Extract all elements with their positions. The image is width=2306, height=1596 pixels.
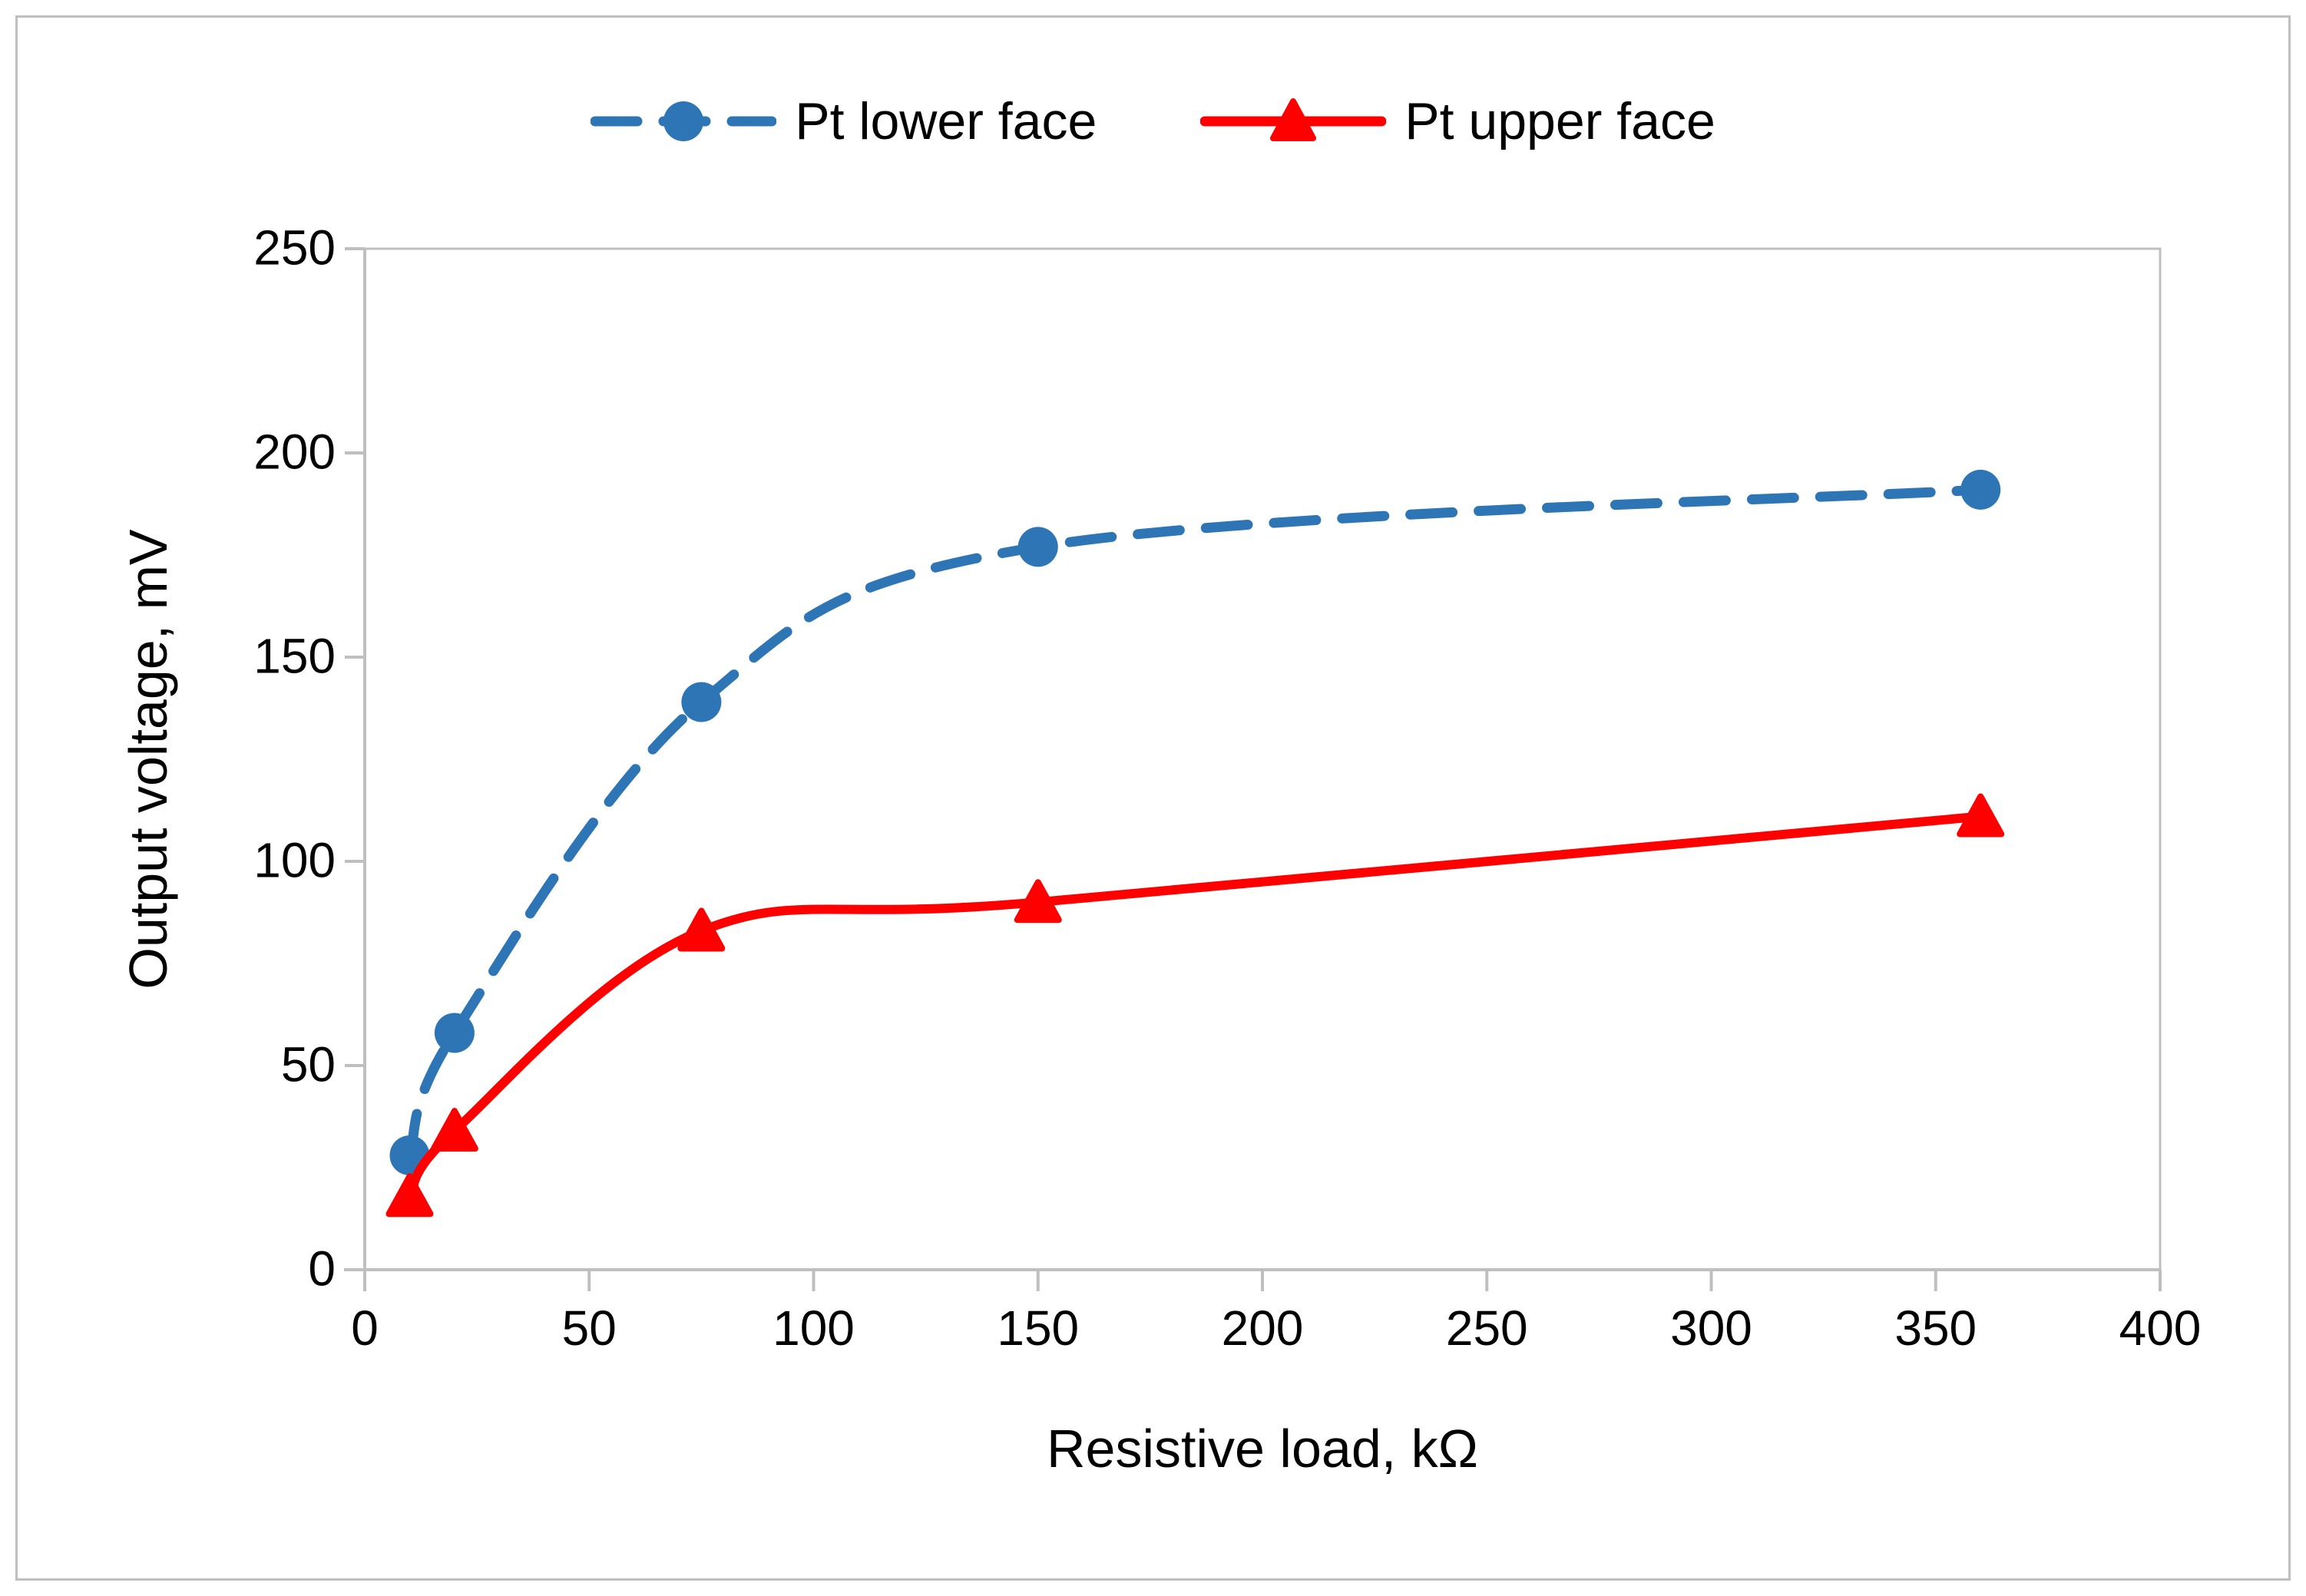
y-axis-title: Output voltage, mV xyxy=(118,529,178,990)
x-tick-label: 0 xyxy=(351,1300,379,1356)
legend-item-pt-lower-face: Pt lower face xyxy=(591,75,1097,167)
data-point-triangle-pt-upper-face xyxy=(677,907,726,952)
data-point-triangle-pt-upper-face xyxy=(1014,879,1062,924)
y-tick-label: 50 xyxy=(280,1036,336,1092)
chart-frame-border xyxy=(15,15,2291,1581)
x-axis-title: Resistive load, kΩ xyxy=(1047,1419,1478,1479)
data-point-circle-pt-lower-face xyxy=(681,682,722,722)
legend-label: Pt upper face xyxy=(1404,92,1715,150)
y-tick-label: 100 xyxy=(253,832,336,888)
y-tick-label: 0 xyxy=(308,1241,336,1297)
legend: Pt lower face Pt upper face xyxy=(0,75,2306,167)
x-tick-label: 250 xyxy=(1445,1300,1528,1356)
y-tick-label: 150 xyxy=(253,628,336,684)
data-point-triangle-pt-upper-face xyxy=(385,1173,434,1218)
legend-label: Pt lower face xyxy=(795,92,1097,150)
data-point-circle-pt-lower-face xyxy=(1960,469,2001,510)
series-line-pt-lower-face xyxy=(404,484,1986,1161)
x-tick-label: 150 xyxy=(997,1300,1080,1356)
data-point-circle-pt-lower-face xyxy=(1017,527,1058,567)
plot-border xyxy=(363,247,2162,1271)
x-tick-label: 100 xyxy=(773,1300,855,1356)
x-tick-label: 350 xyxy=(1894,1300,1977,1356)
legend-swatch-dashed-circle-icon xyxy=(591,101,777,141)
data-point-triangle-pt-upper-face xyxy=(430,1108,478,1152)
x-tick-label: 50 xyxy=(561,1300,617,1356)
x-tick-label: 400 xyxy=(2119,1300,2202,1356)
y-tick-label: 200 xyxy=(253,424,336,480)
legend-swatch-solid-triangle-icon xyxy=(1200,98,1387,141)
series-line-pt-upper-face xyxy=(405,811,1986,1201)
data-point-circle-pt-lower-face xyxy=(434,1013,475,1053)
x-tick-label: 200 xyxy=(1221,1300,1304,1356)
legend-item-pt-upper-face: Pt upper face xyxy=(1200,75,1715,167)
x-tick-label: 300 xyxy=(1670,1300,1752,1356)
y-tick-label: 250 xyxy=(253,220,336,276)
data-point-triangle-pt-upper-face xyxy=(1957,793,2005,838)
